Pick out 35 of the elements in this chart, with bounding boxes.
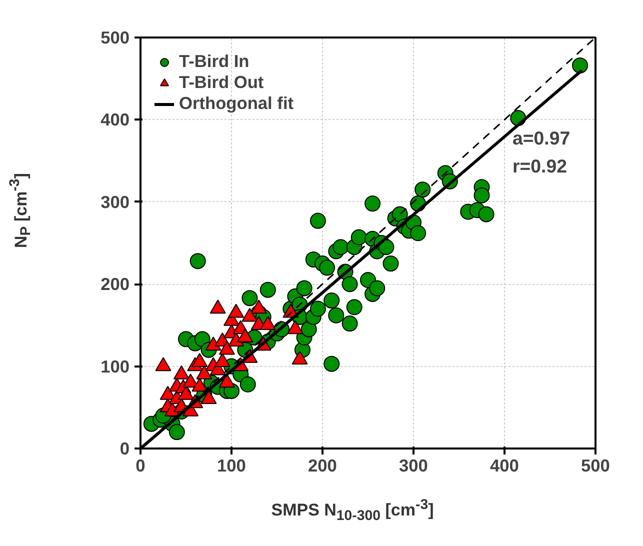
x-tick-label: 200: [308, 456, 337, 476]
point: [260, 316, 276, 330]
y-tick-label: 0: [120, 438, 130, 458]
point: [173, 365, 190, 380]
y-tick-label: 300: [100, 192, 130, 212]
legend-label: Orthogonal fit: [179, 93, 294, 114]
y-tick-label: 200: [100, 274, 130, 294]
point: [200, 390, 217, 404]
x-tick-label: 500: [581, 456, 610, 476]
point: [218, 340, 235, 355]
x-axis-title: SMPS N$_{10-300}$ [cm$^{-3}$]: [271, 496, 434, 526]
legend-label: T-Bird In: [179, 51, 250, 72]
y-tick-label: 500: [100, 28, 130, 48]
annotation: r=0.92: [512, 156, 567, 176]
point: [155, 357, 172, 372]
legend-label: T-Bird Out: [179, 72, 264, 93]
point: [287, 320, 304, 334]
x-tick-label: 400: [490, 456, 519, 476]
point: [237, 328, 254, 342]
point: [214, 353, 230, 368]
annotation: a=0.97: [512, 128, 570, 148]
point: [250, 300, 267, 314]
x-tick-label: 0: [136, 456, 146, 476]
point: [292, 350, 308, 365]
y-tick-label: 100: [100, 356, 130, 376]
x-tick-label: 300: [399, 456, 428, 476]
point: [242, 308, 258, 322]
y-tick-label: 400: [100, 110, 130, 130]
point: [178, 386, 194, 400]
point: [218, 374, 235, 388]
point: [228, 304, 244, 318]
point: [192, 353, 208, 368]
point: [196, 365, 212, 380]
x-tick-label: 100: [217, 456, 246, 476]
point: [210, 300, 226, 314]
